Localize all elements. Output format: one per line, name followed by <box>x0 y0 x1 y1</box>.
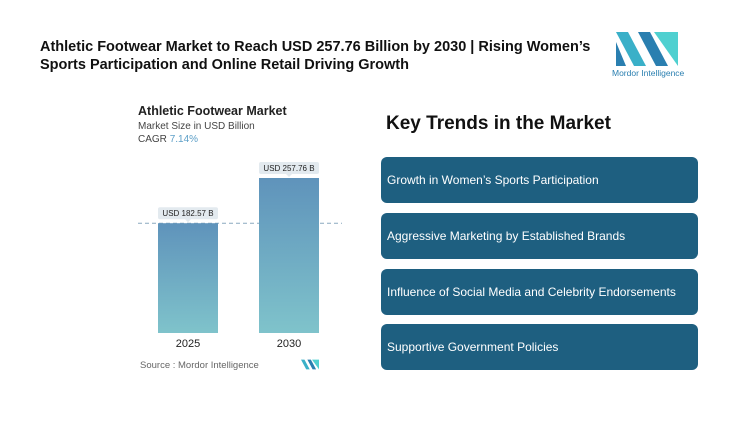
source-logo-icon <box>301 359 319 370</box>
chart-source: Source : Mordor Intelligence <box>140 360 259 371</box>
chart-title: Athletic Footwear Market <box>138 104 287 118</box>
logo-text: Mordor Intelligence <box>612 68 685 78</box>
page-title: Athletic Footwear Market to Reach USD 25… <box>40 39 591 73</box>
cagr-label: CAGR <box>138 134 167 145</box>
trend-item: Influence of Social Media and Celebrity … <box>381 269 698 315</box>
x-tick-label: 2030 <box>277 338 301 350</box>
cagr-value: 7.14% <box>169 134 199 145</box>
data-label: USD 257.76 B <box>263 164 314 173</box>
trend-item: Aggressive Marketing by Established Bran… <box>381 213 698 259</box>
data-label-bg <box>259 162 319 174</box>
bar-2030 <box>259 178 319 333</box>
data-label: USD 182.57 B <box>162 209 213 218</box>
trend-item: Growth in Women’s Sports Participation <box>381 157 698 203</box>
mordor-logo-icon <box>616 32 678 66</box>
data-label-pointer <box>286 174 292 177</box>
x-tick-label: 2025 <box>176 338 200 350</box>
bar-2025 <box>158 223 218 333</box>
data-label-bg <box>158 207 218 220</box>
chart-subtitle: Market Size in USD Billion <box>138 121 255 132</box>
cagr: CAGR 7.14% <box>138 134 198 145</box>
trend-item: Supportive Government Policies <box>381 324 698 370</box>
logo: Mordor Intelligence <box>612 32 685 78</box>
data-label-pointer <box>185 219 191 223</box>
trends-heading: Key Trends in the Market <box>386 113 611 134</box>
